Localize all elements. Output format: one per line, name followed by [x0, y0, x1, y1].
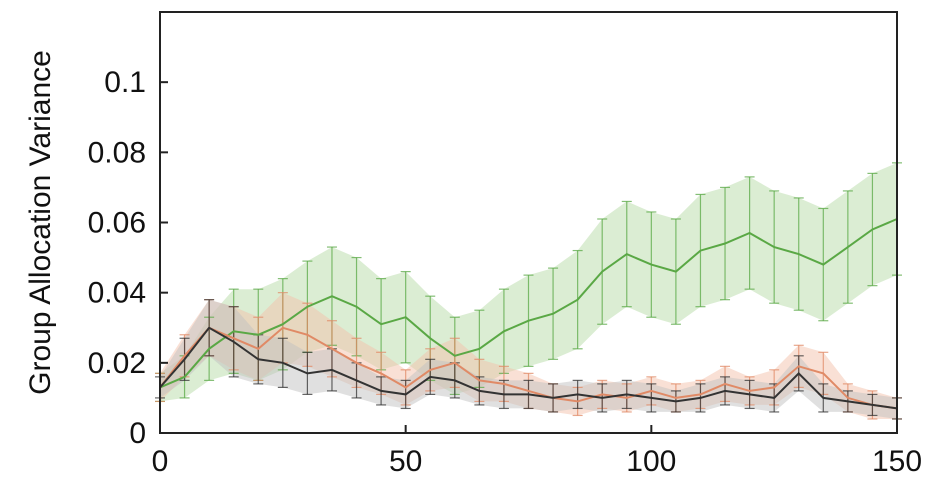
series-lines — [159, 218, 898, 410]
y-axis-ticks: 0 0.02 0.04 0.06 0.08 0.1 — [88, 66, 168, 450]
x-tick-label-2: 100 — [626, 445, 676, 478]
y-tick-label-4: 0.08 — [88, 136, 146, 169]
y-tick-label-1: 0.02 — [88, 347, 146, 380]
y-tick-label-5: 0.1 — [104, 66, 146, 99]
series-line-2 — [159, 326, 898, 410]
y-tick-label-0: 0 — [129, 417, 146, 450]
y-tick-label-2: 0.04 — [88, 277, 146, 310]
y-tick-label-3: 0.06 — [88, 207, 146, 240]
x-tick-label-1: 50 — [389, 445, 422, 478]
y-axis-label: Group Allocation Variance — [24, 50, 57, 395]
x-tick-label-0: 0 — [152, 445, 169, 478]
x-tick-label-3: 150 — [872, 445, 922, 478]
x-axis-ticks: 0 50 100 150 — [152, 425, 922, 478]
series-line-0 — [159, 218, 898, 389]
series-line-1 — [159, 326, 898, 410]
